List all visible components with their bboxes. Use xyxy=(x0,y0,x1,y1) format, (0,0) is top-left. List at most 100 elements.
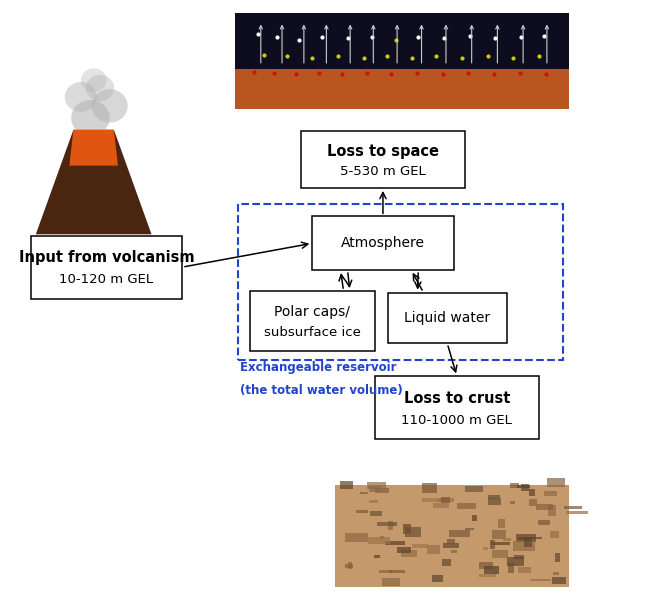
Text: Loss to crust: Loss to crust xyxy=(404,391,510,406)
FancyBboxPatch shape xyxy=(379,569,392,574)
FancyBboxPatch shape xyxy=(31,236,182,299)
FancyBboxPatch shape xyxy=(524,539,533,547)
FancyBboxPatch shape xyxy=(397,547,410,553)
FancyBboxPatch shape xyxy=(348,562,352,569)
Text: Input from volcanism: Input from volcanism xyxy=(19,250,195,265)
Circle shape xyxy=(81,68,106,92)
FancyBboxPatch shape xyxy=(335,485,570,587)
FancyBboxPatch shape xyxy=(449,530,470,537)
FancyBboxPatch shape xyxy=(340,481,353,490)
FancyBboxPatch shape xyxy=(312,217,454,270)
FancyBboxPatch shape xyxy=(451,550,457,553)
FancyBboxPatch shape xyxy=(368,537,390,544)
FancyBboxPatch shape xyxy=(235,69,570,109)
FancyBboxPatch shape xyxy=(548,505,556,515)
FancyBboxPatch shape xyxy=(507,557,524,566)
FancyBboxPatch shape xyxy=(553,572,558,575)
FancyBboxPatch shape xyxy=(412,544,428,548)
FancyBboxPatch shape xyxy=(539,520,550,526)
FancyBboxPatch shape xyxy=(371,511,382,516)
FancyBboxPatch shape xyxy=(490,540,495,549)
FancyBboxPatch shape xyxy=(375,376,539,439)
FancyBboxPatch shape xyxy=(388,521,392,530)
FancyBboxPatch shape xyxy=(382,578,400,586)
Polygon shape xyxy=(36,130,151,235)
FancyBboxPatch shape xyxy=(444,544,459,548)
FancyBboxPatch shape xyxy=(479,574,496,577)
FancyBboxPatch shape xyxy=(438,497,454,502)
FancyBboxPatch shape xyxy=(529,499,537,506)
FancyBboxPatch shape xyxy=(388,571,405,573)
FancyBboxPatch shape xyxy=(301,131,465,188)
FancyBboxPatch shape xyxy=(484,566,499,574)
Text: 110-1000 m GEL: 110-1000 m GEL xyxy=(402,413,513,427)
FancyBboxPatch shape xyxy=(376,522,397,526)
FancyBboxPatch shape xyxy=(465,485,483,491)
FancyBboxPatch shape xyxy=(523,537,542,539)
FancyBboxPatch shape xyxy=(367,482,386,490)
Text: subsurface ice: subsurface ice xyxy=(264,326,361,340)
FancyBboxPatch shape xyxy=(457,503,476,509)
Circle shape xyxy=(64,82,97,112)
FancyBboxPatch shape xyxy=(433,503,449,508)
FancyBboxPatch shape xyxy=(536,504,553,509)
FancyBboxPatch shape xyxy=(566,511,588,514)
FancyBboxPatch shape xyxy=(369,500,378,503)
FancyBboxPatch shape xyxy=(360,491,368,494)
FancyBboxPatch shape xyxy=(472,515,477,521)
FancyBboxPatch shape xyxy=(518,537,532,540)
FancyBboxPatch shape xyxy=(235,13,570,109)
FancyBboxPatch shape xyxy=(403,524,411,535)
FancyBboxPatch shape xyxy=(374,555,380,558)
FancyBboxPatch shape xyxy=(552,577,566,584)
Circle shape xyxy=(92,89,127,122)
Circle shape xyxy=(71,100,110,136)
FancyBboxPatch shape xyxy=(374,488,389,493)
FancyBboxPatch shape xyxy=(380,536,384,539)
FancyBboxPatch shape xyxy=(513,541,535,551)
FancyBboxPatch shape xyxy=(356,510,368,514)
FancyBboxPatch shape xyxy=(546,478,565,487)
FancyBboxPatch shape xyxy=(517,566,531,573)
FancyBboxPatch shape xyxy=(554,553,560,562)
FancyBboxPatch shape xyxy=(509,484,519,488)
Text: (the total water volume): (the total water volume) xyxy=(240,383,402,397)
FancyBboxPatch shape xyxy=(447,539,455,544)
Text: Exchangeable reservoir: Exchangeable reservoir xyxy=(240,361,396,374)
FancyBboxPatch shape xyxy=(442,497,450,503)
FancyBboxPatch shape xyxy=(517,534,536,542)
FancyBboxPatch shape xyxy=(432,575,443,581)
FancyBboxPatch shape xyxy=(510,502,515,504)
Text: Atmosphere: Atmosphere xyxy=(341,236,425,250)
FancyBboxPatch shape xyxy=(369,487,381,491)
FancyBboxPatch shape xyxy=(497,518,505,527)
FancyBboxPatch shape xyxy=(401,550,417,557)
FancyBboxPatch shape xyxy=(491,530,506,539)
Polygon shape xyxy=(69,130,118,166)
FancyBboxPatch shape xyxy=(493,550,509,558)
FancyBboxPatch shape xyxy=(405,527,422,537)
FancyBboxPatch shape xyxy=(517,485,530,488)
FancyBboxPatch shape xyxy=(345,533,368,542)
FancyBboxPatch shape xyxy=(508,563,514,574)
FancyBboxPatch shape xyxy=(514,554,524,559)
FancyBboxPatch shape xyxy=(427,545,440,554)
FancyBboxPatch shape xyxy=(491,542,509,545)
FancyBboxPatch shape xyxy=(385,541,405,545)
FancyBboxPatch shape xyxy=(479,562,493,569)
FancyBboxPatch shape xyxy=(483,547,487,550)
FancyBboxPatch shape xyxy=(503,538,511,541)
FancyBboxPatch shape xyxy=(422,484,438,493)
FancyBboxPatch shape xyxy=(550,531,559,538)
Text: Polar caps/: Polar caps/ xyxy=(274,305,350,319)
FancyBboxPatch shape xyxy=(345,564,353,568)
Circle shape xyxy=(86,75,114,101)
FancyBboxPatch shape xyxy=(422,498,441,502)
FancyBboxPatch shape xyxy=(531,579,551,581)
Text: Liquid water: Liquid water xyxy=(404,311,490,325)
FancyBboxPatch shape xyxy=(465,528,473,530)
FancyBboxPatch shape xyxy=(544,491,557,496)
FancyBboxPatch shape xyxy=(521,484,529,491)
FancyBboxPatch shape xyxy=(250,291,375,351)
FancyBboxPatch shape xyxy=(388,293,507,343)
